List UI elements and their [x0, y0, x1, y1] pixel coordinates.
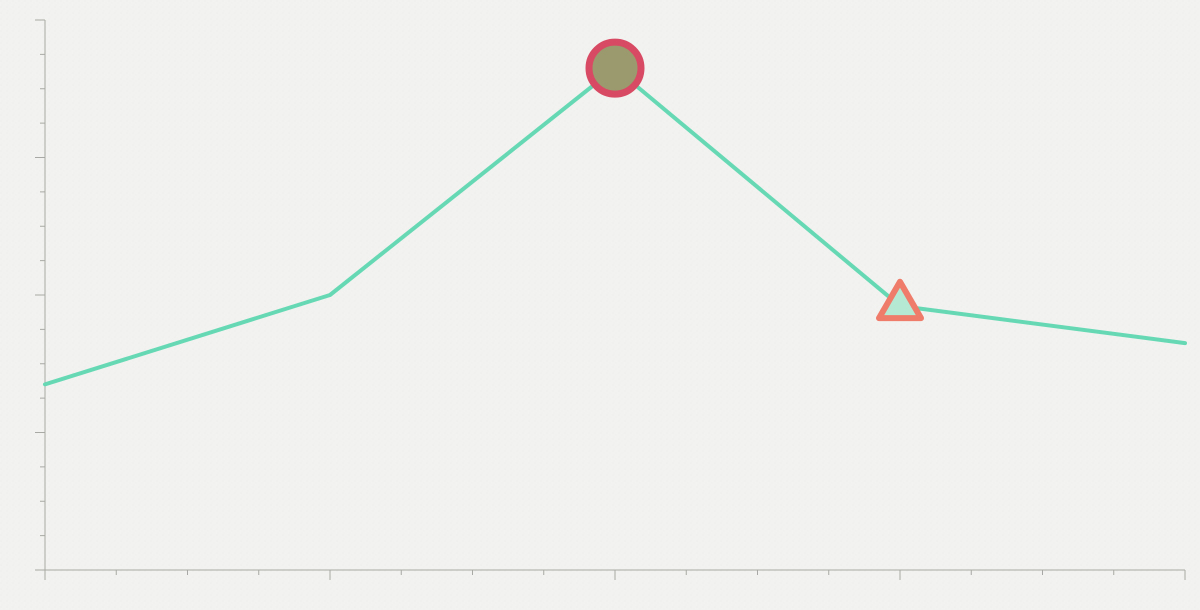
markers [589, 42, 921, 318]
x-ticks [45, 570, 1185, 580]
axes [35, 20, 1185, 580]
marker-triangle [879, 282, 921, 318]
y-ticks [35, 20, 45, 570]
series-line [45, 68, 1185, 384]
marker-circle [589, 42, 641, 94]
line-chart [0, 0, 1200, 610]
